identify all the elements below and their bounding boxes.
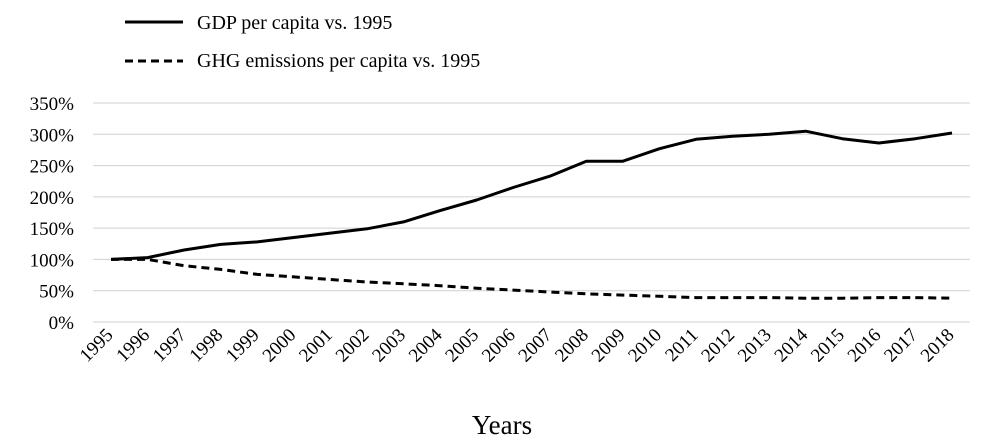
x-tick-label: 2011 [661, 325, 702, 366]
x-tick-label: 1995 [76, 325, 118, 367]
x-tick-label: 2000 [259, 325, 301, 367]
x-tick-label: 2012 [697, 325, 739, 367]
legend: GDP per capita vs. 1995 GHG emissions pe… [125, 12, 480, 72]
x-tick-label: 2017 [880, 325, 922, 367]
x-tick-label: 2001 [295, 325, 337, 367]
x-tick-label: 2007 [515, 325, 557, 367]
x-tick-label: 1998 [186, 325, 228, 367]
x-tick-label: 2014 [771, 324, 813, 366]
x-tick-label: 2004 [405, 324, 447, 366]
x-tick-label: 2005 [441, 325, 483, 367]
y-tick-label: 350% [30, 94, 75, 115]
legend-label-ghg: GHG emissions per capita vs. 1995 [197, 50, 480, 72]
y-tick-label: 0% [49, 313, 75, 334]
x-tick-label: 2015 [807, 325, 849, 367]
x-tick-label: 2016 [844, 325, 886, 367]
x-tick-label: 2003 [368, 325, 410, 367]
x-tick-label: 1996 [112, 325, 154, 367]
x-tick-label: 2009 [588, 325, 630, 367]
y-tick-label: 200% [30, 188, 75, 209]
gridlines [93, 102, 970, 323]
x-tick-label: 2013 [734, 325, 776, 367]
series-line-gdp [110, 129, 953, 261]
y-tick-label: 100% [30, 250, 75, 271]
x-tick-label: 1999 [222, 325, 264, 367]
series-lines [110, 129, 953, 300]
y-tick-label: 250% [30, 157, 75, 178]
x-tick-label: 2006 [478, 325, 520, 367]
x-tick-label: 2018 [917, 325, 959, 367]
y-axis-ticks: 0% 50% 100% 150% 200% 250% 300% 350% [30, 94, 75, 334]
x-tick-label: 2010 [624, 325, 666, 367]
y-tick-label: 300% [30, 125, 75, 146]
x-tick-label: 2008 [551, 325, 593, 367]
series-line-ghg [111, 257, 953, 300]
x-tick-label: 1997 [149, 325, 191, 367]
y-tick-label: 150% [30, 219, 75, 240]
y-tick-label: 50% [39, 282, 74, 303]
x-axis-ticks: 1995199619971998199920002001200220032004… [76, 324, 959, 366]
x-axis-title: Years [472, 410, 532, 440]
x-tick-label: 2002 [332, 325, 374, 367]
legend-label-gdp: GDP per capita vs. 1995 [197, 12, 392, 34]
